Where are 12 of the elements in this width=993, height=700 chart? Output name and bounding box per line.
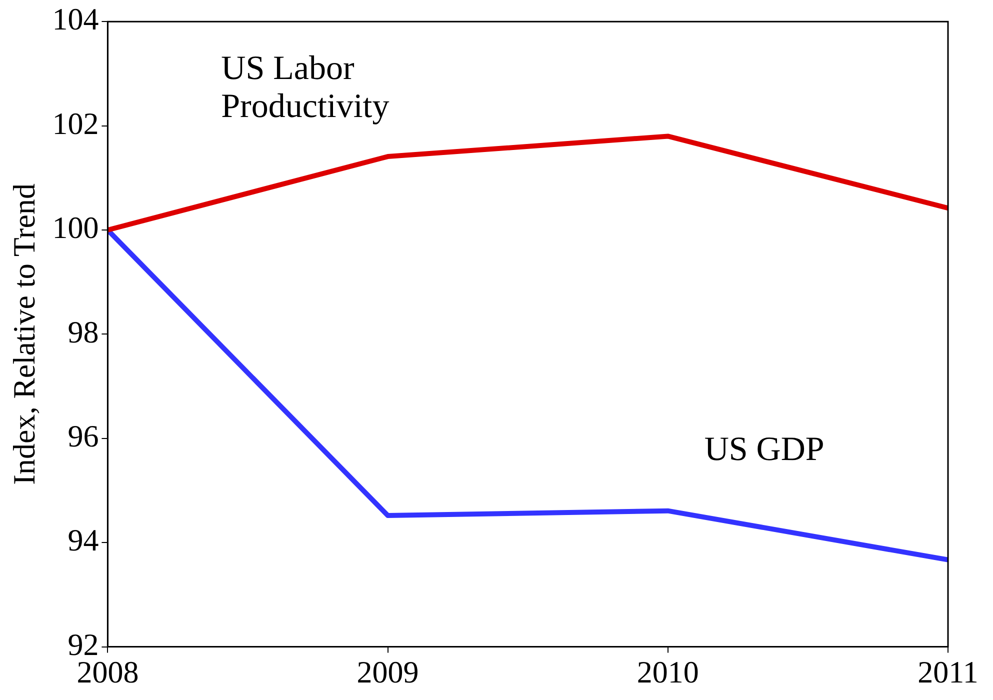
- x-tick-label: 2010: [636, 654, 699, 690]
- y-tick-label: 96: [68, 418, 99, 454]
- y-tick-label: 104: [52, 2, 100, 37]
- series-label: US GDP: [704, 431, 824, 468]
- x-tick-label: 2009: [356, 654, 419, 690]
- y-tick-label: 102: [52, 106, 99, 141]
- series-label: US Labor Productivity: [221, 50, 390, 125]
- y-axis-title: Index, Relative to Trend: [6, 183, 42, 485]
- x-tick-label: 2011: [918, 654, 978, 690]
- y-tick-label: 98: [68, 314, 99, 350]
- y-tick-label: 100: [52, 210, 99, 246]
- y-tick-label: 94: [68, 522, 100, 558]
